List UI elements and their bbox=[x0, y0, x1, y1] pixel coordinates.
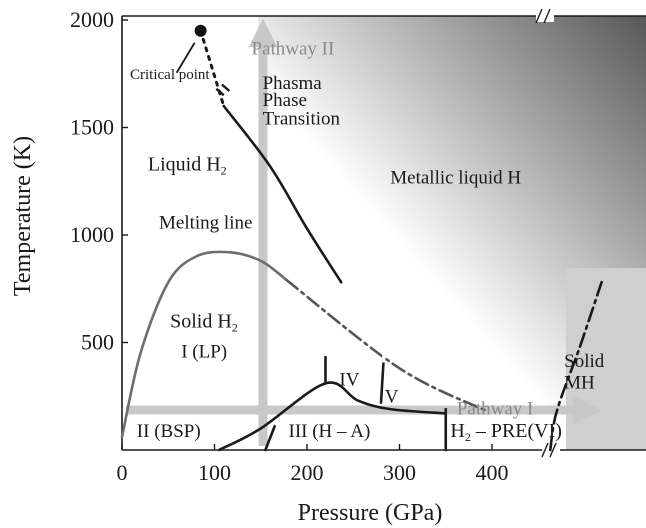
annotation-2: Phase bbox=[263, 90, 307, 111]
critical-point-leader bbox=[175, 42, 196, 74]
x-tick-label: 400 bbox=[476, 460, 509, 485]
x-tick-label: 300 bbox=[383, 460, 416, 485]
annotation-6: Melting line bbox=[159, 213, 252, 234]
axis-break-mark bbox=[549, 442, 557, 458]
critical-point-label: Critical point bbox=[130, 67, 210, 83]
annotation-3: Transition bbox=[263, 108, 341, 129]
series-7-path bbox=[379, 356, 386, 404]
annotation-4: Liquid H2 bbox=[148, 154, 227, 178]
annotation-11: Solid bbox=[564, 351, 605, 372]
series-0-path bbox=[120, 250, 288, 439]
annotation-0: Pathway II bbox=[252, 38, 335, 59]
annotation-1: Phasma bbox=[263, 73, 323, 94]
y-axis-label: Temperature (K) bbox=[10, 136, 36, 296]
x-tick-label: 200 bbox=[291, 460, 324, 485]
y-tick-label: 2000 bbox=[70, 7, 114, 32]
annotation-15: III (H – A) bbox=[289, 421, 371, 442]
metallic-region-shading bbox=[258, 16, 646, 450]
series-5-path bbox=[264, 425, 276, 452]
axis-break-mark bbox=[541, 442, 549, 458]
y-tick-label: 500 bbox=[81, 330, 114, 355]
x-axis-label: Pressure (GPa) bbox=[298, 500, 443, 526]
axis-break-mark bbox=[543, 8, 551, 24]
melting-break-mark bbox=[221, 83, 231, 92]
series-4-path bbox=[217, 381, 448, 452]
series-1-path bbox=[285, 278, 489, 413]
critical-point-marker bbox=[194, 24, 207, 37]
y-tick-label: 1000 bbox=[70, 222, 114, 247]
x-tick-label: 100 bbox=[198, 460, 231, 485]
annotation-12: MH bbox=[564, 373, 595, 394]
annotation-5: Metallic liquid H bbox=[390, 167, 521, 188]
phase-boundaries: Critical point bbox=[120, 24, 605, 452]
annotation-9: IV bbox=[339, 370, 359, 391]
melting-break-mark bbox=[215, 87, 225, 97]
axes: 0 100 200 300 400 500 1000 1500 2000 bbox=[70, 7, 646, 485]
axis-break-mark bbox=[535, 8, 543, 24]
series-3-path bbox=[222, 104, 343, 284]
annotation-7: Solid H2 bbox=[170, 310, 238, 334]
annotation-13: Pathway I bbox=[457, 399, 534, 420]
series-9-path bbox=[548, 276, 605, 452]
annotation-14: II (BSP) bbox=[137, 421, 201, 442]
y-tick-label: 1500 bbox=[70, 115, 114, 140]
annotation-16: H2 – PRE(VI) bbox=[450, 420, 562, 444]
x-tick-label: 0 bbox=[117, 460, 128, 485]
pathway-arrows bbox=[126, 18, 602, 446]
annotation-8: I (LP) bbox=[181, 342, 227, 363]
annotation-10: V bbox=[385, 387, 399, 408]
